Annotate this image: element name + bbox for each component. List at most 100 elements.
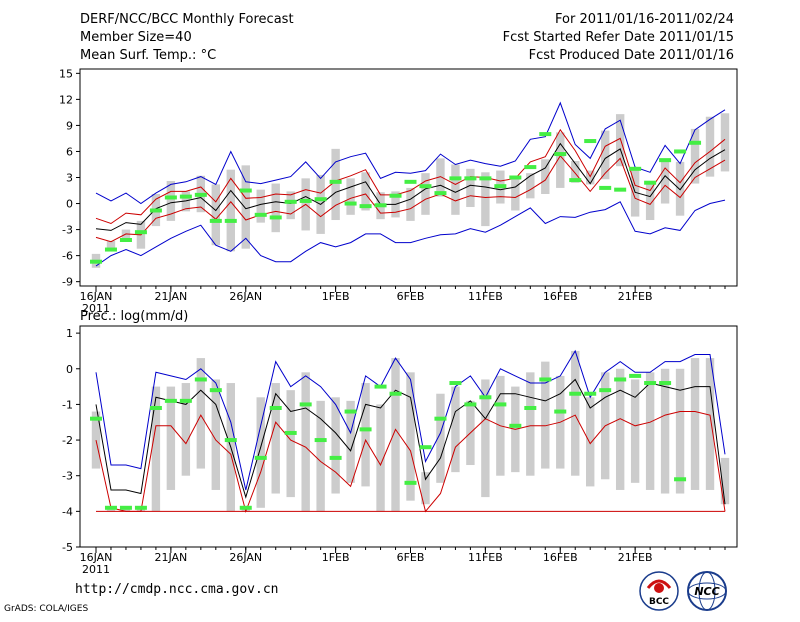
min-line [95, 199, 726, 267]
spread-box [615, 368, 625, 490]
observed-marker [239, 188, 252, 193]
observed-marker [569, 178, 582, 183]
spread-box [211, 379, 221, 490]
observed-marker [644, 180, 657, 185]
member-size: Member Size=40 [80, 30, 192, 45]
y-tick-label: 0 [66, 363, 73, 376]
spread-box [705, 116, 715, 177]
observed-marker [194, 377, 207, 382]
p25-line [95, 154, 726, 243]
observed-marker [90, 416, 102, 421]
observed-marker [134, 230, 147, 235]
observed-marker [449, 381, 462, 386]
observed-marker [149, 405, 162, 410]
y-tick-label: 15 [59, 67, 73, 80]
observed-marker [509, 423, 522, 428]
observed-marker [644, 381, 657, 386]
spread-box [406, 372, 415, 501]
observed-marker [389, 193, 402, 198]
spread-box [436, 393, 445, 483]
spread-box [720, 113, 730, 172]
y-tick-label: 0 [66, 198, 73, 211]
x-tick-label: 16FEB [543, 290, 578, 303]
spread-box [675, 161, 685, 216]
observed-marker [629, 373, 642, 378]
observed-marker [134, 505, 147, 510]
spread-box [481, 172, 490, 227]
ncc-logo-text: NCC [694, 585, 719, 598]
spread-box [571, 161, 580, 183]
observed-marker [149, 208, 162, 213]
spread-box [346, 178, 355, 215]
spread-box [376, 404, 385, 512]
observed-marker [464, 402, 477, 407]
spread-box [541, 159, 550, 194]
observed-marker [299, 402, 312, 407]
spread-box [196, 358, 206, 469]
grads-credit: GrADS: COLA/IGES [4, 604, 89, 614]
panel-title: Prec.: log(mm/d) [80, 309, 188, 324]
spread-box [256, 397, 265, 508]
x-tick-label: 21FEB [618, 551, 653, 564]
y-tick-label: -2 [62, 434, 73, 447]
spread-box [526, 372, 535, 476]
precipitation-panel: 1 0 -1 -2 -3 -4 -5 16JAN 21JAN 26JAN 1FEB 6FEB 11FEB… [62, 309, 738, 576]
spread-box [645, 372, 655, 490]
spread-box [151, 386, 161, 512]
observed-marker [629, 166, 642, 171]
y-tick-label: -6 [62, 250, 73, 263]
observed-marker [194, 192, 207, 197]
observed-marker [359, 204, 372, 209]
observed-marker [554, 152, 567, 157]
spread-box [166, 386, 176, 490]
source-url[interactable]: http://cmdp.ncc.cma.gov.cn [75, 582, 279, 597]
observed-marker [359, 427, 372, 432]
spread-box [556, 132, 565, 188]
variable-label: Mean Surf. Temp.: °C [80, 48, 216, 63]
observed-marker [344, 409, 357, 414]
spread-box [91, 411, 101, 469]
observed-marker [524, 165, 537, 170]
observed-marker [90, 259, 102, 264]
spread-box [481, 379, 490, 498]
y-tick-label: -4 [62, 505, 73, 518]
observed-marker [494, 184, 507, 189]
spread-box [346, 400, 355, 483]
forecast-produced-date: Fcst Produced Date 2011/01/16 [529, 48, 734, 63]
x-tick-label: 6FEB [397, 551, 425, 564]
observed-marker [464, 176, 477, 181]
observed-marker [404, 480, 417, 485]
y-tick-label: 1 [66, 327, 73, 340]
spread-box [121, 229, 131, 240]
chart-title: DERF/NCC/BCC Monthly Forecast [80, 12, 294, 27]
observed-marker [674, 477, 687, 482]
observed-marker [434, 191, 447, 196]
observed-marker [689, 140, 702, 145]
observed-marker [329, 455, 342, 460]
spread-box [316, 400, 325, 512]
observed-marker [104, 505, 117, 510]
min-line [95, 411, 726, 514]
spread-box [660, 368, 670, 494]
observed-marker [599, 388, 612, 393]
observed-marker [659, 381, 672, 386]
y-tick-label: 6 [66, 145, 73, 158]
x-tick-label: 1FEB [322, 290, 350, 303]
observed-marker [269, 215, 282, 220]
spread-box [211, 184, 221, 246]
mean-line [95, 378, 726, 505]
plot-frame [79, 325, 738, 548]
observed-marker [389, 391, 402, 396]
observed-marker [479, 176, 492, 181]
spread-box [436, 158, 445, 197]
spread-box [241, 165, 250, 249]
spread-box [331, 397, 340, 494]
observed-marker [164, 398, 177, 403]
spread-box [421, 173, 430, 215]
x-tick-label: 26JAN [229, 290, 262, 303]
spread-box [571, 350, 580, 476]
spread-box [451, 164, 460, 215]
spread-box [166, 180, 176, 221]
spread-box [541, 361, 550, 469]
